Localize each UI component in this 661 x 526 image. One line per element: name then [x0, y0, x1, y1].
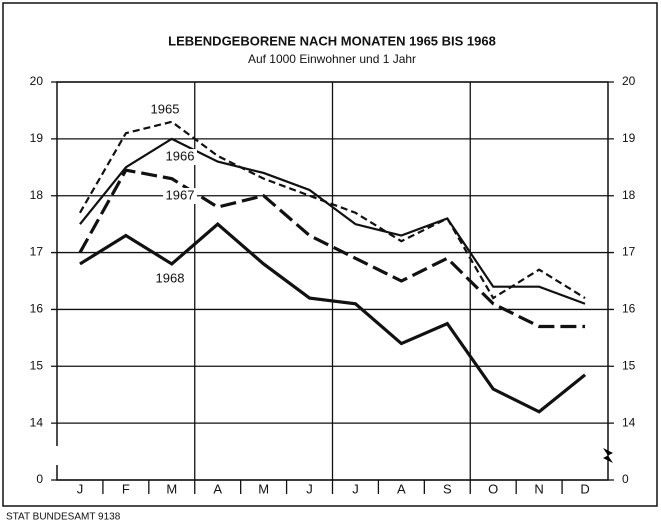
chart-title: LEBENDGEBORENE NACH MONATEN 1965 BIS 196… [168, 33, 496, 48]
x-tick-label: A [213, 481, 222, 496]
y2-tick-label: 17 [622, 245, 636, 259]
y2-tick-label: 18 [622, 188, 636, 202]
y-tick-label: 15 [30, 358, 44, 372]
y-tick-label: 16 [30, 302, 44, 316]
y-tick-label: 14 [30, 415, 44, 429]
series-label-bg [148, 102, 182, 118]
series-label: 1968 [156, 270, 185, 285]
series-line [79, 120, 586, 300]
x-tick-label: S [443, 481, 452, 496]
y-tick-label: 18 [30, 188, 44, 202]
y2-tick-label: 16 [622, 302, 636, 316]
x-tick-label: N [534, 481, 543, 496]
series-label: 1965 [151, 101, 180, 116]
x-tick-label: M [166, 481, 177, 496]
x-tick-label: O [488, 481, 498, 496]
y2-tick-label: 0 [622, 472, 629, 486]
source: STAT BUNDESAMT 9138 [6, 512, 121, 523]
y2-tick-label: 14 [622, 415, 636, 429]
series-line [78, 168, 586, 329]
series-label: 1967 [166, 187, 195, 202]
x-tick-label: M [258, 481, 269, 496]
series-label-bg [153, 271, 187, 287]
chart-subtitle: Auf 1000 Einwohner und 1 Jahr [248, 52, 416, 66]
y-tick-label: 0 [36, 472, 43, 486]
series-label-bg [163, 149, 197, 165]
x-tick-label: D [580, 481, 589, 496]
y2-tick-label: 15 [622, 358, 636, 372]
x-tick-label: F [122, 481, 130, 496]
axis-break [603, 448, 613, 463]
y-tick-label: 20 [30, 74, 44, 88]
y-tick-label: 17 [30, 245, 44, 259]
series-line [79, 222, 587, 414]
series-label: 1966 [166, 148, 195, 163]
y2-tick-label: 19 [622, 131, 636, 145]
x-tick-label: A [397, 481, 406, 496]
x-tick-label: J [352, 481, 359, 496]
x-tick-label: J [306, 481, 313, 496]
frame [2, 2, 658, 507]
x-tick-label: J [77, 481, 84, 496]
y-tick-label: 19 [30, 131, 44, 145]
series-line [79, 137, 586, 305]
y2-tick-label: 20 [622, 74, 636, 88]
series-label-bg [163, 188, 197, 204]
break-gap [51, 446, 63, 465]
